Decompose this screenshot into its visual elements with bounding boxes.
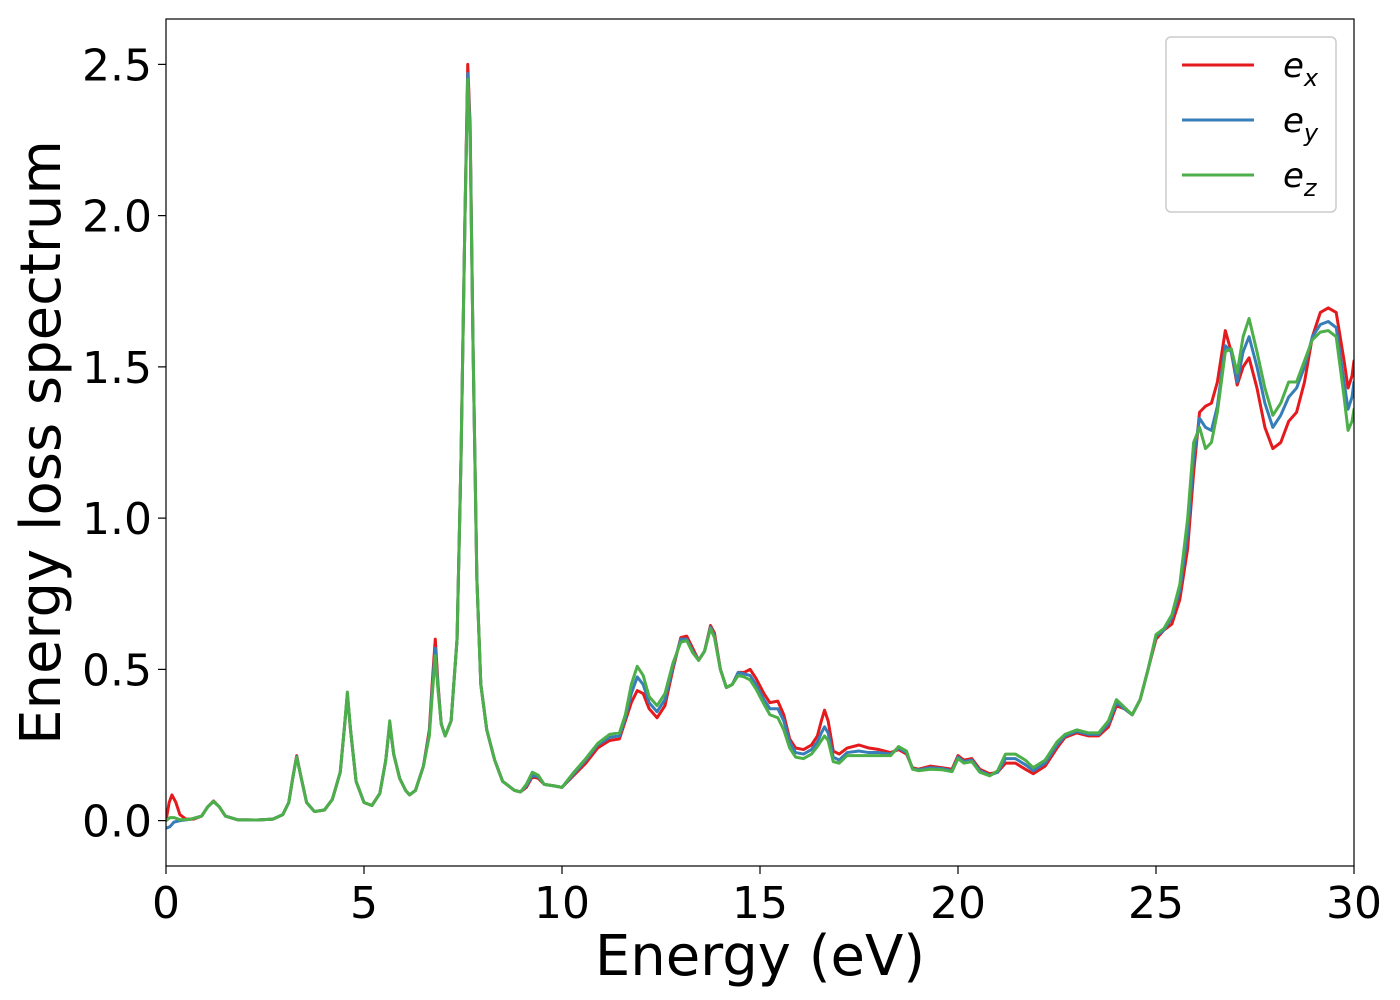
- y-tick-label: 1.0: [82, 494, 152, 545]
- series-layer: [166, 62, 1354, 830]
- series-line-z: [166, 78, 1354, 823]
- x-tick-label: 25: [1128, 878, 1184, 929]
- x-tick-label: 15: [732, 878, 788, 929]
- y-tick-label: 2.0: [82, 192, 152, 243]
- x-axis: 0 5 10 15 20 25 30: [152, 866, 1382, 929]
- x-tick-label: 30: [1326, 878, 1382, 929]
- y-tick-label: 1.5: [82, 343, 152, 394]
- x-tick-label: 20: [930, 878, 986, 929]
- y-tick-label: 0.0: [82, 797, 152, 848]
- y-tick-label: 2.5: [82, 40, 152, 91]
- x-tick-label: 5: [350, 878, 378, 929]
- legend: ex ey ez: [1165, 36, 1337, 213]
- legend-box: [1165, 36, 1337, 213]
- x-tick-label: 10: [534, 878, 590, 929]
- x-axis-label: Energy (eV): [595, 924, 925, 989]
- y-tick-label: 0.5: [82, 645, 152, 696]
- y-axis: 0.0 0.5 1.0 1.5 2.0 2.5: [82, 40, 166, 848]
- legend-label-z: ez: [1283, 156, 1318, 202]
- legend-label-y: ey: [1283, 101, 1319, 147]
- y-axis-label: Energy loss spectrum: [9, 140, 74, 745]
- legend-label-x: ex: [1283, 46, 1319, 92]
- x-tick-label: 0: [152, 878, 180, 929]
